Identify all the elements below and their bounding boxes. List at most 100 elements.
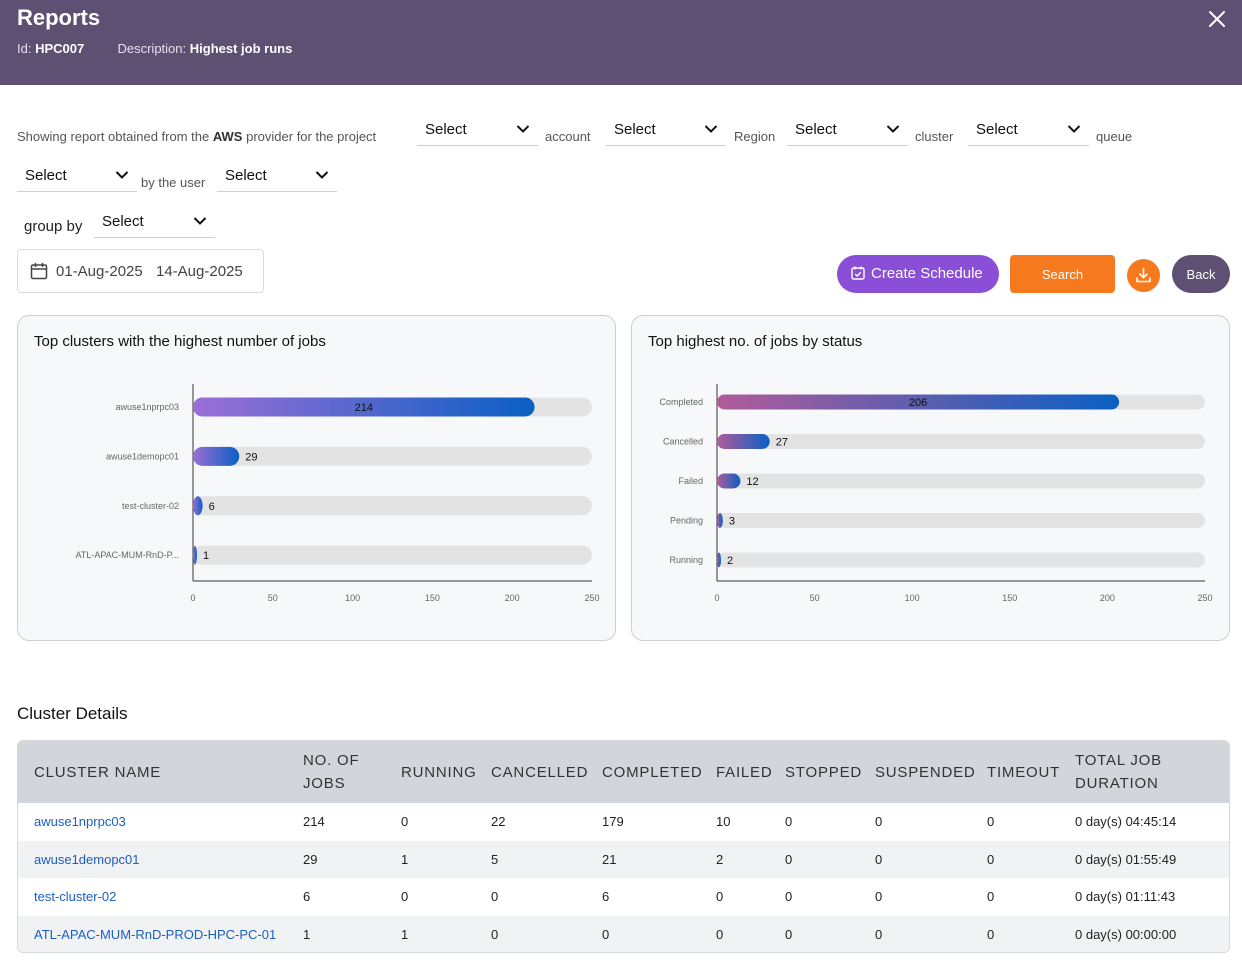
x-tick-label: 250 [1197,593,1212,603]
cluster-link[interactable]: awuse1nprpc03 [34,814,126,830]
column-header: COMPLETED [602,763,703,781]
chevron-down-icon [193,217,207,225]
category-label: Failed [678,476,703,486]
status-bar-chart: Completed 206 Cancelled 27 Failed 12 Pending 3 R… [659,384,1213,603]
cluster-link[interactable]: test-cluster-02 [34,889,117,905]
data-label: 1 [203,550,209,562]
cluster-link[interactable]: awuse1demopc01 [34,851,140,867]
id-value: HPC007 [35,41,85,56]
table-cell: 0 day(s) 01:55:49 [1075,851,1177,867]
data-label: 12 [746,476,758,488]
table-cell: 0 [491,926,499,942]
bar[interactable] [717,513,723,528]
data-label: 27 [776,437,788,449]
column-header: TIMEOUT [987,763,1061,781]
x-tick-label: 0 [190,593,195,603]
bar-track [193,496,592,516]
chevron-down-icon [1067,125,1081,133]
table-cell: 0 [785,851,793,867]
calendar-icon [30,263,48,280]
chevron-down-icon [315,171,329,179]
bar-track [717,473,1205,489]
bar[interactable] [717,473,741,489]
bar[interactable] [193,545,197,565]
bar[interactable] [193,446,240,466]
cluster-link[interactable]: ATL-APAC-MUM-RnD-PROD-HPC-PC-01 [34,926,277,942]
table-row: test-cluster-02 6 0 0 6 0 0 0 0 0 day(s) 01:11:43 [18,878,1229,916]
table-cell: 0 [875,851,883,867]
bar[interactable] [193,496,203,516]
data-label: 29 [245,451,257,463]
cluster-name-cell: awuse1nprpc03 [18,803,303,841]
report-header: Reports Id: HPC007 Description: Highest … [0,0,1242,85]
x-tick-label: 250 [584,593,599,603]
bar-track [193,446,592,466]
table-cell: 0 [716,926,724,942]
category-label: Pending [670,516,703,526]
table-cell: 0 [491,889,499,905]
chevron-down-icon [516,125,530,133]
download-button[interactable] [1127,259,1160,292]
section-title: Cluster Details [17,704,128,723]
date-end: 14-Aug-2025 [156,263,243,280]
status-chart-card: Top highest no. of jobs by status Comple… [631,315,1230,641]
search-button[interactable]: Search [1010,255,1115,293]
close-icon[interactable] [1206,8,1228,30]
table-cell: 0 [785,926,793,942]
chart-title: Top clusters with the highest number of … [34,333,326,350]
queue-label: queue [1096,129,1133,144]
x-tick-label: 150 [425,593,440,603]
date-range-picker[interactable]: 01-Aug-2025 14-Aug-2025 [17,249,264,293]
queue-select[interactable]: Select [17,160,137,192]
description-label: Description: [117,41,187,56]
x-tick-label: 0 [714,593,719,603]
bar[interactable] [717,434,770,449]
table-cell: 214 [303,814,325,830]
table-cell: 1 [303,926,311,942]
table-cell: 0 [875,926,883,942]
bar[interactable] [193,397,535,417]
cluster-select[interactable]: Select [968,114,1089,146]
account-label: account [545,129,591,144]
category-label: ATL-APAC-MUM-RnD-P... [75,550,179,560]
back-button[interactable]: Back [1172,255,1230,293]
table-cell: 22 [491,814,506,830]
user-select[interactable]: Select [217,160,337,192]
table-cell: 6 [303,889,311,905]
column-header: STOPPED [785,763,863,781]
category-label: Running [669,555,703,565]
category-label: Completed [659,397,703,407]
bar[interactable] [717,552,721,568]
table-cell: 1 [401,926,409,942]
region-select[interactable]: Select [787,114,908,146]
chart-title: Top highest no. of jobs by status [648,333,863,350]
table-cell: 2 [716,851,724,867]
table-cell: 0 [987,889,995,905]
table-cell: 10 [716,814,731,830]
description-value: Highest job runs [189,41,293,56]
account-select[interactable]: Select [606,114,726,146]
table-row: awuse1nprpc03 214 0 22 179 10 0 0 0 0 day(s) 04:4… [18,803,1229,841]
bar-track [193,545,592,565]
data-label: 214 [355,402,373,414]
bar-track [717,434,1205,449]
column-header: SUSPENDED [875,763,976,781]
table-cell: 0 [987,814,995,830]
clusters-bar-chart: awuse1nprpc03 214 awuse1demopc01 29 test-clu… [75,384,600,603]
table-cell: 0 day(s) 04:45:14 [1075,814,1177,830]
column-header: TOTAL JOB DURATION [1075,752,1162,792]
table-cell: 0 [602,926,610,942]
bar[interactable] [717,394,1120,410]
create-schedule-button[interactable]: Create Schedule [837,255,999,293]
table-cell: 0 [785,814,793,830]
download-icon [1136,267,1151,283]
report-meta: Id: HPC007 Description: Highest job runs [17,41,292,56]
bar-track [717,552,1205,568]
table-cell: 0 [716,889,724,905]
x-tick-label: 100 [345,593,360,603]
project-select[interactable]: Select [417,114,538,146]
table-cell: 6 [602,889,610,905]
groupby-select[interactable]: Select [94,206,215,238]
cluster-name-cell: awuse1demopc01 [18,841,303,879]
column-header: CLUSTER NAME [34,763,162,781]
